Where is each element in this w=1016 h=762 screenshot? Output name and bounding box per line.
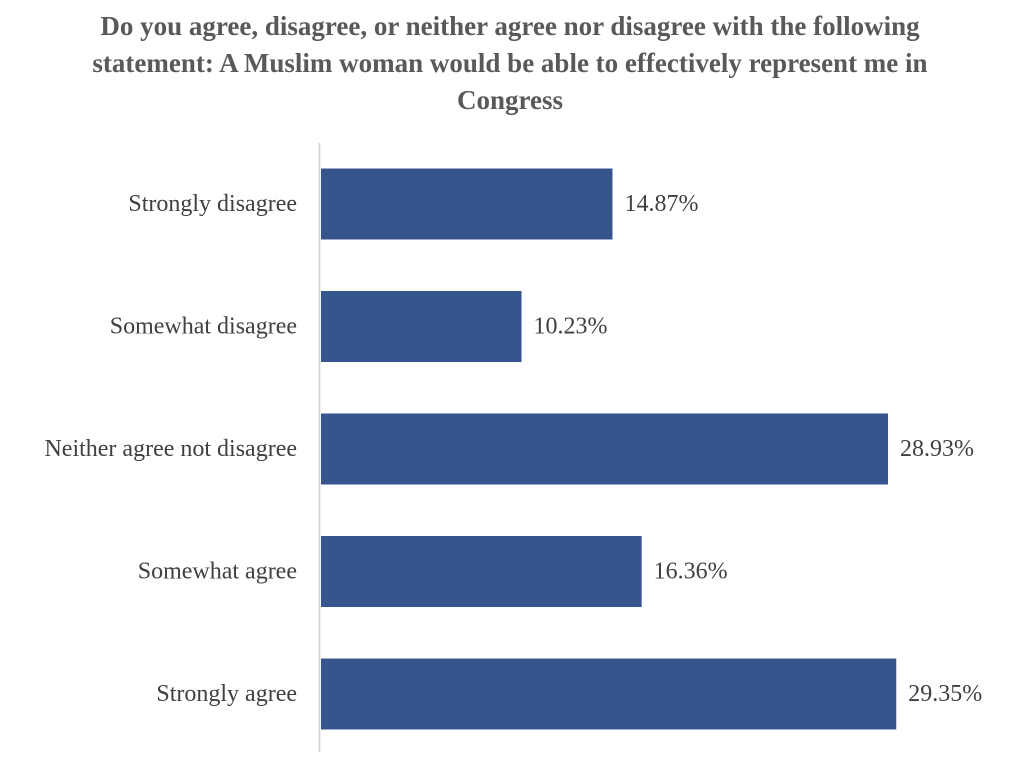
bar-neither-agree-not-disagree xyxy=(321,413,889,485)
category-label: Strongly agree xyxy=(156,681,297,707)
value-label: 29.35% xyxy=(908,681,982,707)
bar-strongly-agree xyxy=(321,658,897,730)
category-label: Strongly disagree xyxy=(128,191,297,217)
bar-somewhat-agree xyxy=(321,536,642,607)
value-label: 10.23% xyxy=(534,314,608,340)
bar-strongly-disagree xyxy=(321,168,613,240)
value-label: 16.36% xyxy=(654,559,728,585)
category-label: Somewhat agree xyxy=(138,559,297,585)
value-label: 14.87% xyxy=(624,191,698,217)
chart-title: Do you agree, disagree, or neither agree… xyxy=(92,11,928,115)
value-label: 28.93% xyxy=(900,436,974,462)
bar-somewhat-disagree xyxy=(321,291,522,362)
bars-layer: Strongly disagree 14.87% Somewhat disagree… xyxy=(44,168,982,730)
category-label: Neither agree not disagree xyxy=(44,436,297,462)
category-label: Somewhat disagree xyxy=(110,314,297,340)
